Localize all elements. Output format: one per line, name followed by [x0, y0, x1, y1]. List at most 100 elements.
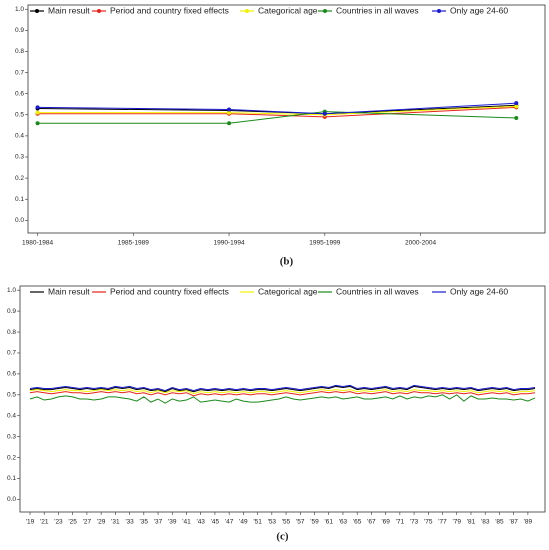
series-point	[227, 107, 232, 112]
x-tick-label: '27	[83, 519, 92, 526]
x-tick-label: '25	[68, 519, 77, 526]
x-tick-label: '23	[54, 519, 63, 526]
x-tick-label: '81	[467, 519, 476, 526]
x-tick-label: '49	[239, 519, 248, 526]
y-tick-label: 0.0	[7, 496, 16, 503]
legend-label: Main result	[48, 286, 90, 296]
legend-swatch-dot	[245, 9, 249, 13]
x-tick-label: '37	[154, 519, 163, 526]
series-line	[37, 105, 517, 116]
panel-caption: (c)	[276, 531, 289, 543]
series-point	[227, 110, 232, 115]
x-tick-label: '19	[26, 519, 35, 526]
x-tick-label: '45	[211, 519, 220, 526]
x-tick-label: '79	[453, 519, 462, 526]
legend-label: Categorical age	[258, 5, 318, 15]
y-tick-label: 0.6	[15, 90, 24, 97]
x-tick-label: 1985-1989	[118, 240, 149, 247]
series-line	[37, 111, 517, 124]
x-tick-label: '57	[296, 519, 305, 526]
legend-label: Main result	[48, 5, 90, 15]
series-line	[37, 104, 517, 115]
legend-label: Only age 24-60	[450, 286, 508, 296]
y-tick-label: 0.5	[7, 392, 16, 399]
x-tick-label: 1980-1984	[22, 240, 53, 247]
legend-label: Categorical age	[258, 286, 318, 296]
legend-swatch-dot	[35, 9, 39, 13]
x-tick-label: '47	[225, 519, 234, 526]
x-tick-label: '35	[140, 519, 149, 526]
y-tick-label: 0.0	[15, 217, 24, 224]
series-point	[514, 115, 519, 120]
x-tick-label: '77	[438, 519, 447, 526]
x-tick-label: '85	[495, 519, 504, 526]
y-tick-label: 0.4	[7, 412, 16, 419]
legend-label: Countries in all waves	[336, 286, 419, 296]
x-tick-label: '43	[196, 519, 205, 526]
y-tick-label: 0.8	[7, 329, 16, 336]
x-tick-label: '63	[339, 519, 348, 526]
x-tick-label: '65	[353, 519, 362, 526]
x-tick-label: '39	[168, 519, 177, 526]
x-tick-label: '33	[125, 519, 134, 526]
panel-caption: (b)	[280, 256, 294, 268]
x-tick-label: '73	[410, 519, 419, 526]
legend-label: Period and country fixed effects	[110, 5, 229, 15]
y-tick-label: 0.2	[15, 175, 24, 182]
y-tick-label: 0.2	[7, 454, 16, 461]
y-tick-label: 0.7	[15, 69, 24, 76]
x-tick-label: '61	[324, 519, 333, 526]
x-tick-label: '55	[282, 519, 291, 526]
y-tick-label: 0.3	[15, 154, 24, 161]
series-point	[35, 110, 40, 115]
legend-label: Period and country fixed effects	[110, 286, 229, 296]
x-tick-label: '51	[253, 519, 262, 526]
y-tick-label: 0.4	[15, 133, 24, 140]
x-tick-label: '67	[367, 519, 376, 526]
x-tick-label: '21	[40, 519, 49, 526]
y-tick-label: 0.1	[7, 475, 16, 482]
series-line	[37, 102, 517, 115]
y-tick-label: 0.6	[7, 371, 16, 378]
series-point	[514, 104, 519, 109]
x-tick-label: '41	[182, 519, 191, 526]
x-tick-label: '83	[481, 519, 490, 526]
x-tick-label: '53	[268, 519, 277, 526]
series-point	[35, 121, 40, 126]
series-line	[29, 384, 536, 392]
x-tick-label: 2000-2004	[405, 240, 436, 247]
legend-label: Only age 24-60	[450, 5, 508, 15]
series-point	[227, 121, 232, 126]
series-point	[322, 111, 327, 116]
x-tick-label: '31	[111, 519, 120, 526]
y-tick-label: 0.1	[15, 196, 24, 203]
y-tick-label: 0.5	[15, 111, 24, 118]
x-tick-label: '75	[424, 519, 433, 526]
y-tick-label: 0.9	[7, 308, 16, 315]
legend-swatch-dot	[323, 9, 327, 13]
x-tick-label: '89	[524, 519, 533, 526]
x-tick-label: '87	[509, 519, 518, 526]
series-line	[29, 389, 536, 395]
x-tick-label: '29	[97, 519, 106, 526]
series-line	[29, 394, 536, 404]
y-tick-label: 0.7	[7, 350, 16, 357]
legend-swatch-dot	[437, 9, 441, 13]
legend-swatch-dot	[97, 9, 101, 13]
y-tick-label: 1.0	[7, 287, 16, 294]
plot-frame	[27, 4, 546, 234]
y-tick-label: 0.9	[15, 27, 24, 34]
x-tick-label: '69	[381, 519, 390, 526]
x-tick-label: '71	[396, 519, 405, 526]
plot-frame	[19, 285, 546, 513]
x-tick-label: 1995-1999	[309, 240, 340, 247]
series-point	[35, 105, 40, 110]
series-point	[514, 101, 519, 106]
y-tick-label: 0.3	[7, 433, 16, 440]
series-line	[29, 391, 536, 397]
y-tick-label: 1.0	[15, 6, 24, 13]
legend-label: Countries in all waves	[336, 5, 419, 15]
series-line	[29, 385, 536, 393]
x-tick-label: '59	[310, 519, 319, 526]
